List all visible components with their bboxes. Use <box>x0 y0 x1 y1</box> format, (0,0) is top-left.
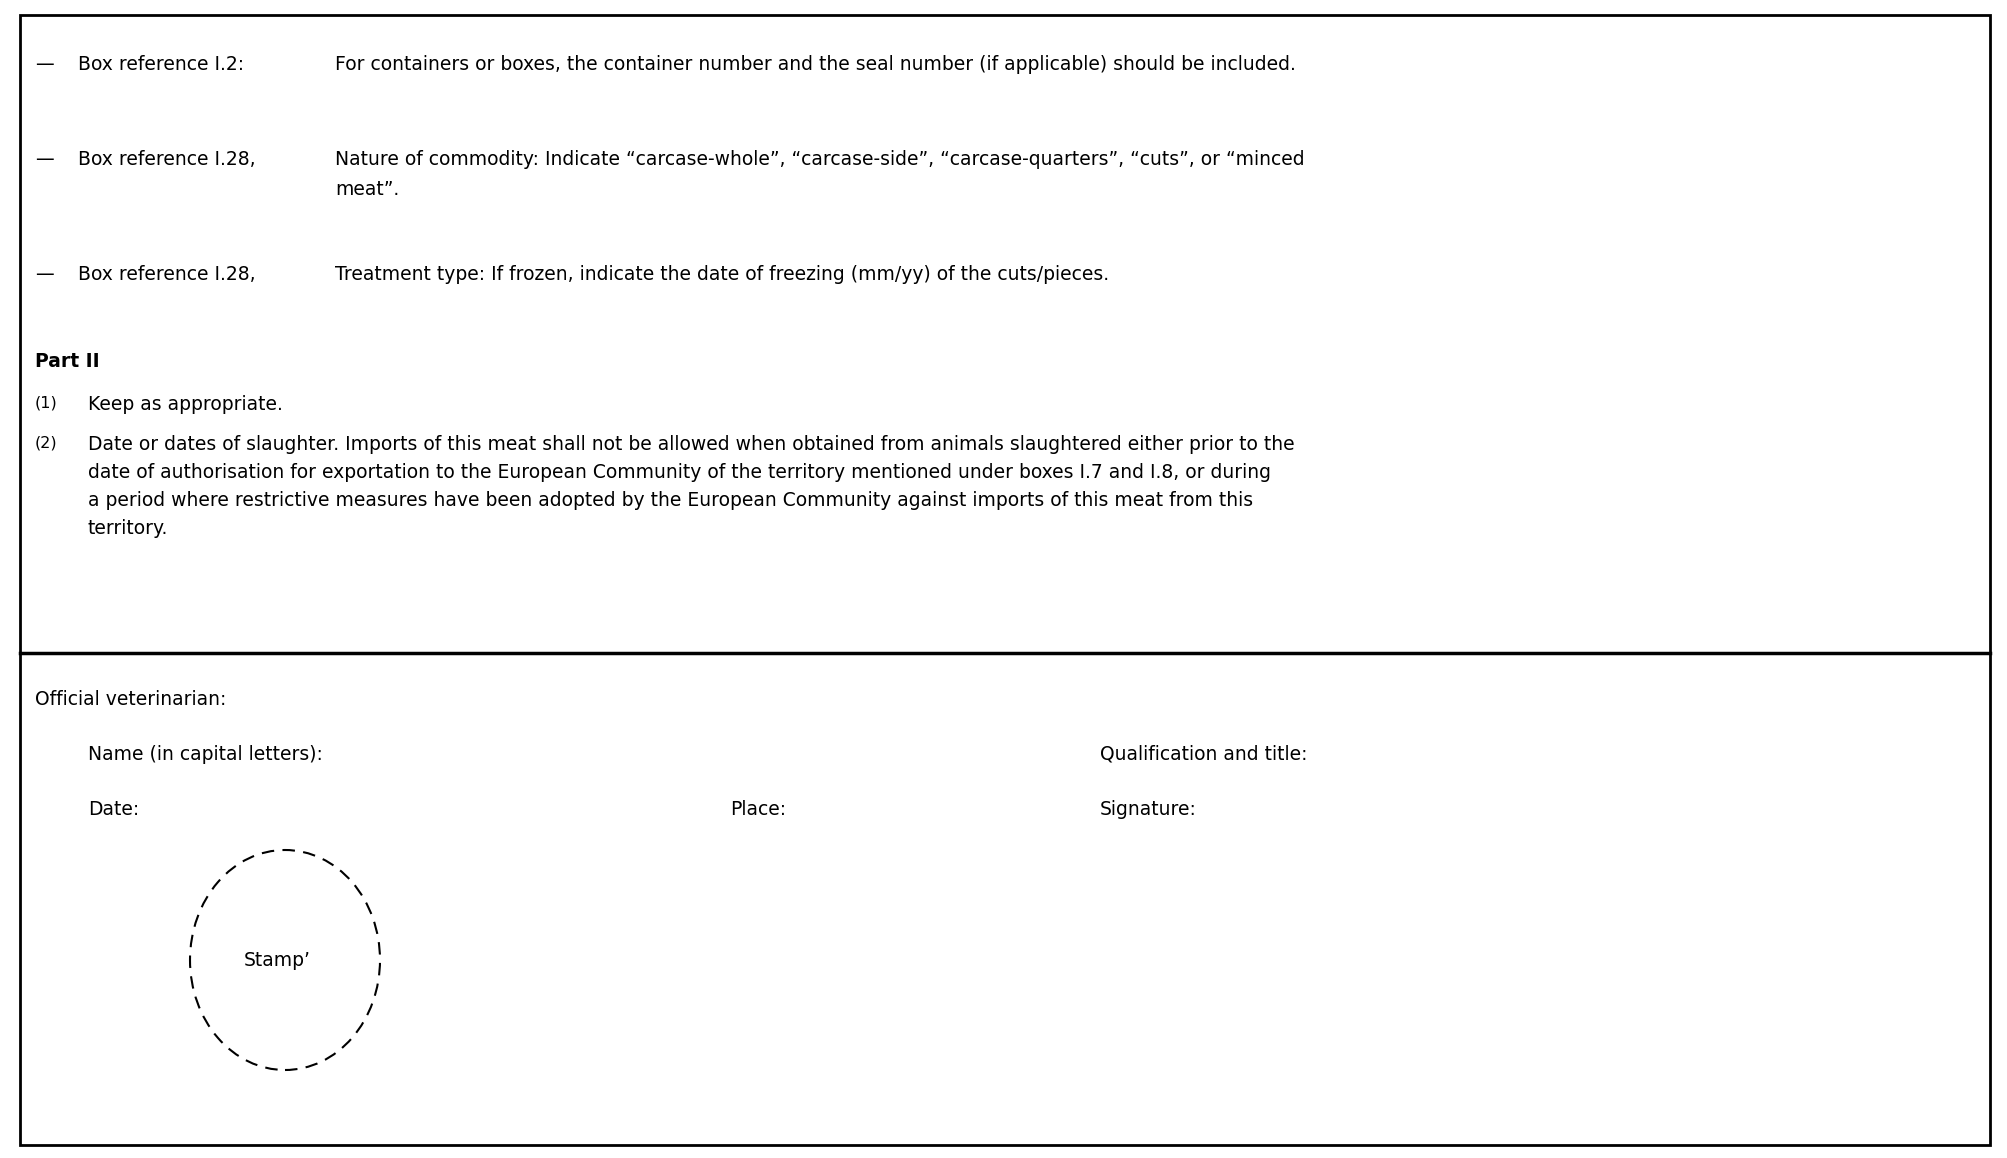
Text: (2): (2) <box>34 435 58 450</box>
Text: Keep as appropriate.: Keep as appropriate. <box>88 395 283 415</box>
Text: Date:: Date: <box>88 800 138 819</box>
Text: a period where restrictive measures have been adopted by the European Community : a period where restrictive measures have… <box>88 491 1252 510</box>
Text: Name (in capital letters):: Name (in capital letters): <box>88 745 323 764</box>
Text: —: — <box>34 265 54 284</box>
Text: Stamp’: Stamp’ <box>243 951 311 969</box>
Text: territory.: territory. <box>88 519 169 538</box>
Text: Part II: Part II <box>34 352 100 371</box>
Text: Box reference I.28,: Box reference I.28, <box>78 151 255 169</box>
Text: meat”.: meat”. <box>335 179 399 199</box>
Text: For containers or boxes, the container number and the seal number (if applicable: For containers or boxes, the container n… <box>335 54 1297 74</box>
Text: Nature of commodity: Indicate “carcase-whole”, “carcase-side”, “carcase-quarters: Nature of commodity: Indicate “carcase-w… <box>335 151 1305 169</box>
Text: Date or dates of slaughter. Imports of this meat shall not be allowed when obtai: Date or dates of slaughter. Imports of t… <box>88 435 1295 454</box>
Text: Box reference I.28,: Box reference I.28, <box>78 265 255 284</box>
Text: Place:: Place: <box>731 800 787 819</box>
Text: Treatment type: If frozen, indicate the date of freezing (mm/yy) of the cuts/pie: Treatment type: If frozen, indicate the … <box>335 265 1110 284</box>
Text: —: — <box>34 54 54 74</box>
Text: date of authorisation for exportation to the European Community of the territory: date of authorisation for exportation to… <box>88 463 1270 482</box>
Text: Signature:: Signature: <box>1100 800 1196 819</box>
Text: Official veterinarian:: Official veterinarian: <box>34 690 227 709</box>
Text: (1): (1) <box>34 395 58 410</box>
Text: Qualification and title:: Qualification and title: <box>1100 745 1307 764</box>
Text: —: — <box>34 151 54 169</box>
Text: Box reference I.2:: Box reference I.2: <box>78 54 245 74</box>
